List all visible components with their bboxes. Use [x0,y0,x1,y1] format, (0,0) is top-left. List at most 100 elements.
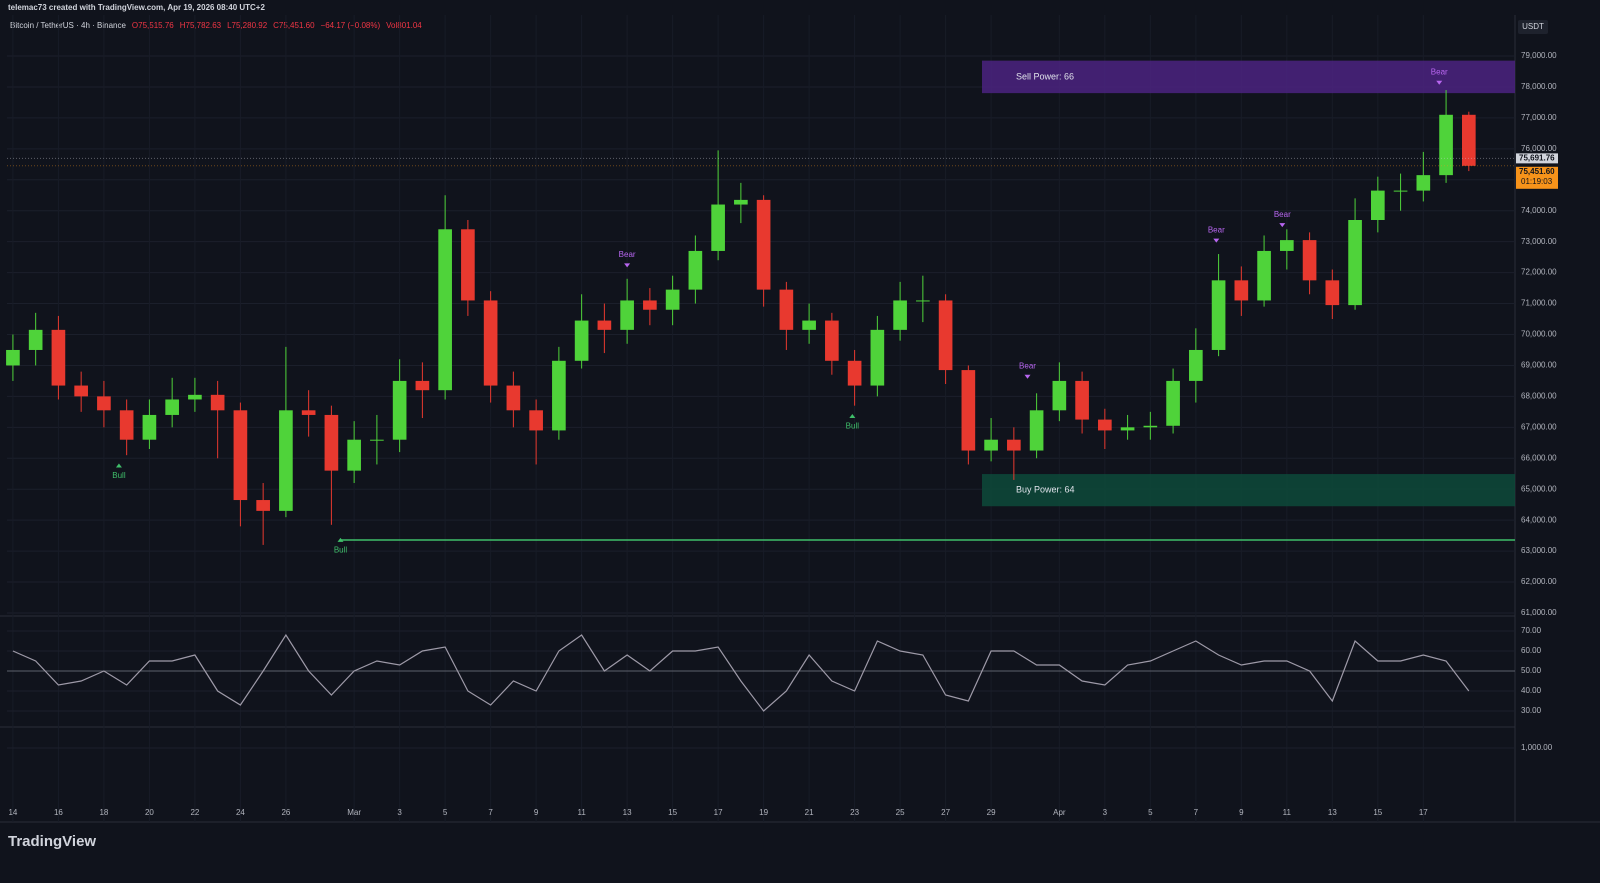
x-tick-label: 11 [577,808,586,817]
x-tick-label: 3 [397,808,402,817]
candle-body [347,439,361,471]
y-tick-label: 79,000.00 [1521,51,1557,60]
x-tick-label: 19 [759,808,768,817]
signal-label: Bear [1019,361,1036,370]
brand-logo[interactable]: TradingView [8,833,96,850]
header-low: L75,280.92 [227,21,268,30]
y-tick-label: 73,000.00 [1521,237,1557,246]
x-tick-label: 13 [623,808,632,817]
x-tick-label: Mar [347,808,361,817]
price-box-label: 75,691.76 [1519,153,1555,162]
y-tick-label: 64,000.00 [1521,515,1557,524]
header-open: O75,515.76 [132,21,174,30]
x-tick-label: 16 [54,808,63,817]
candle-body [984,439,998,451]
signal-marker [849,414,856,419]
candle-body [938,300,953,371]
x-tick-label: 7 [1194,808,1199,817]
x-tick-label: 7 [488,808,493,817]
candle-body [620,300,634,330]
power-zone [982,60,1515,94]
power-zone [982,474,1515,507]
signal-marker [337,537,344,542]
countdown: 01:19:03 [1521,177,1553,186]
candle-body [438,229,452,391]
candle-body [1371,190,1385,221]
header-high: H75,782.63 [180,21,222,30]
x-tick-label: 22 [190,808,199,817]
y-tick-label: 77,000.00 [1521,113,1557,122]
candle-body [461,229,475,301]
candle-body [74,385,88,397]
candle-body [1189,349,1203,381]
candle-body [1029,410,1044,451]
zone-label: Sell Power: 66 [1016,71,1074,81]
candle-body [233,410,248,501]
author-line: telemac73 created with TradingView.com, … [8,3,265,12]
x-tick-label: 9 [534,808,539,817]
y-tick-label: 60.00 [1521,646,1542,655]
y-tick-label: 71,000.00 [1521,299,1557,308]
candle-body [301,410,316,415]
candle-body [1257,250,1271,301]
x-tick-label: 20 [145,808,154,817]
x-tick-label: 21 [805,808,814,817]
y-tick-label: 69,000.00 [1521,361,1557,370]
signal-label: Bear [1208,225,1225,234]
candle-body [643,300,657,310]
x-tick-label: 23 [850,808,859,817]
candle-body [665,289,680,310]
candle-body [210,394,225,411]
currency-box [1518,20,1548,34]
candle-body [6,349,20,366]
header-close: C75,451.60 [273,21,315,30]
x-tick-label: 17 [714,808,723,817]
candle-body [529,410,543,431]
y-tick-label: 74,000.00 [1521,206,1557,215]
x-tick-label: 27 [941,808,950,817]
candle-body [1302,240,1317,281]
y-tick-label: 70,000.00 [1521,330,1557,339]
candle-body [597,320,612,330]
candle-body [1075,380,1089,420]
candle-body [1280,240,1294,251]
candle-body [552,360,566,431]
x-tick-label: 29 [987,808,996,817]
x-tick-label: 13 [1328,808,1337,817]
x-tick-label: 17 [1419,808,1428,817]
candle-body [1439,114,1453,176]
y-tick-label: 70.00 [1521,626,1542,635]
candle-body [188,394,202,400]
candle-body [1234,280,1249,301]
candle-body [1393,190,1408,192]
x-tick-label: 15 [668,808,677,817]
candle-body [279,410,293,511]
signal-label: Bull [112,471,126,480]
signal-marker [1213,238,1220,243]
price-box [1516,153,1558,164]
candle-body [1143,425,1158,428]
signal-label: Bear [1274,210,1291,219]
candle-body [893,300,907,330]
candle-body [506,385,521,411]
candle-body [256,500,270,511]
y-tick-label: 61,000.00 [1521,608,1557,617]
candle-body [1052,380,1067,411]
x-tick-label: 5 [1148,808,1153,817]
candle-body [1120,427,1135,431]
y-tick-label: 1,000.00 [1521,743,1553,752]
y-tick-label: 66,000.00 [1521,453,1557,462]
candle-body [688,250,703,290]
y-tick-label: 63,000.00 [1521,546,1557,555]
x-tick-label: 15 [1373,808,1382,817]
candle-body [1007,439,1021,451]
candle-body [165,399,179,415]
candle-body [1098,419,1112,431]
candle-body [779,289,794,330]
y-tick-label: 76,000.00 [1521,144,1557,153]
y-tick-label: 65,000.00 [1521,484,1557,493]
candle-body [119,410,134,440]
zone-label: Buy Power: 64 [1016,485,1075,495]
candle-body [483,300,498,386]
candle-body [961,370,976,451]
